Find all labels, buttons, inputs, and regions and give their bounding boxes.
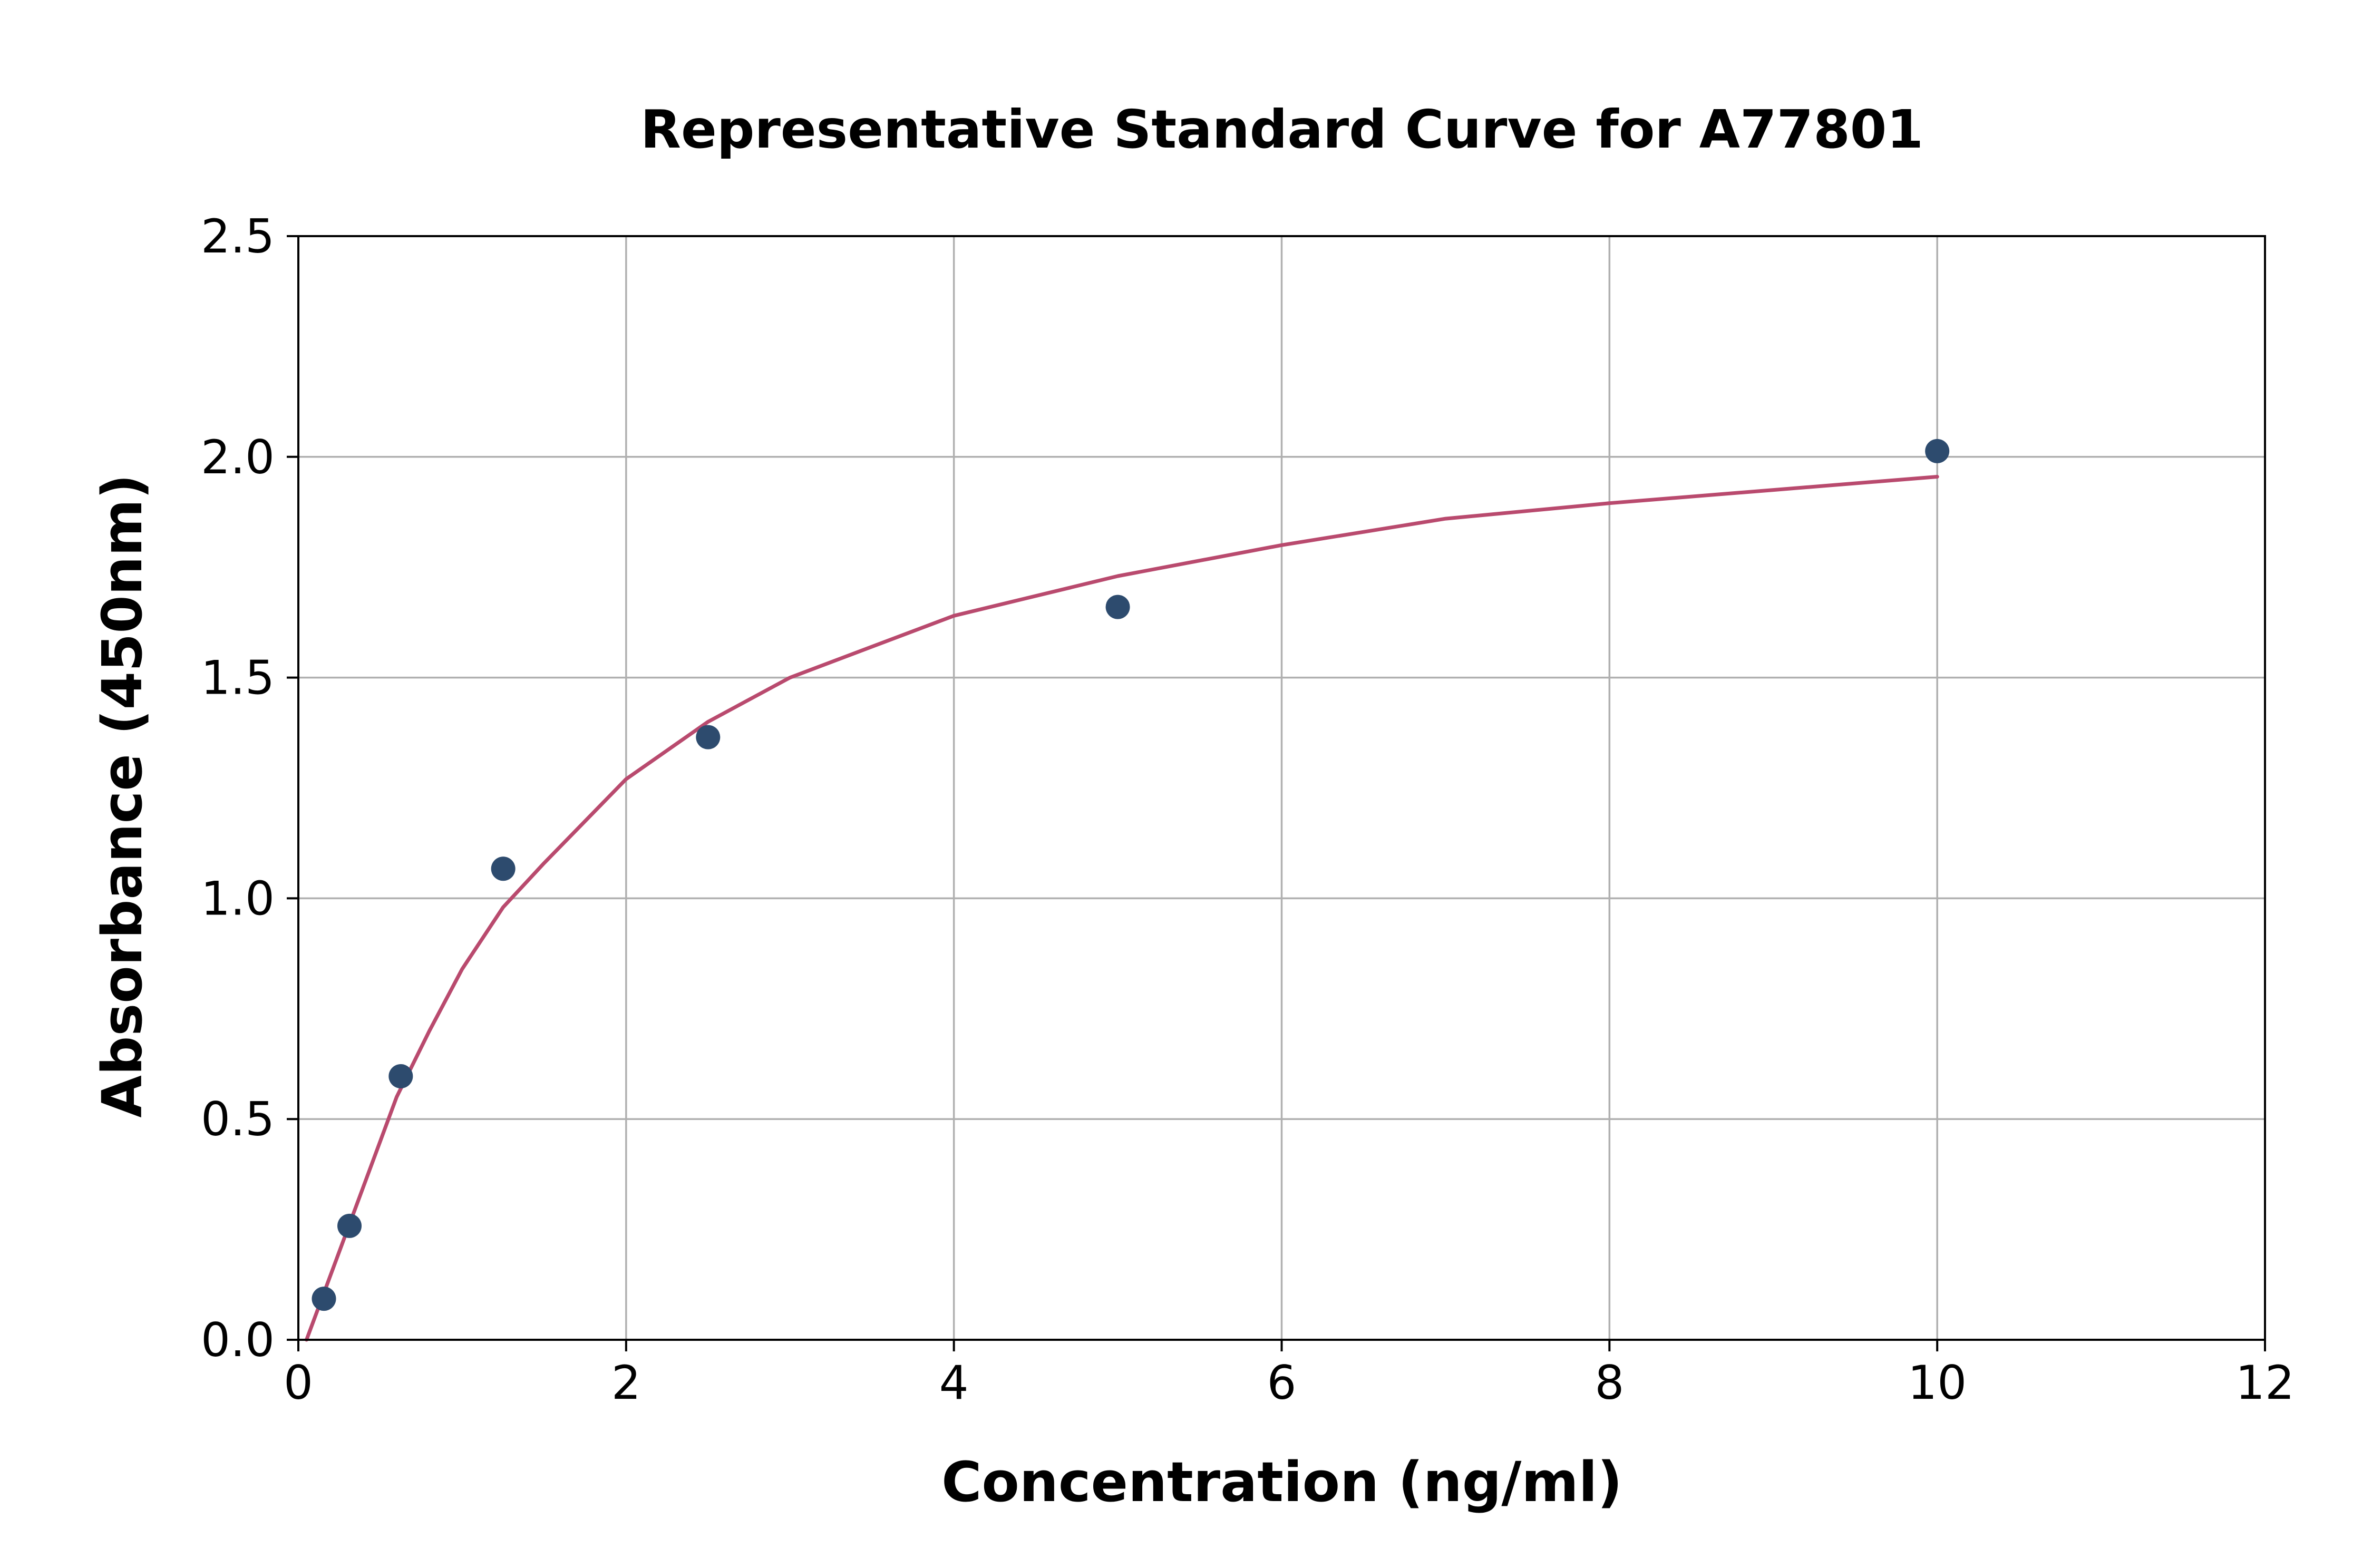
fit-curve-line [305,475,1939,1342]
y-tick-label: 0.0 [201,1313,275,1367]
data-point [312,1287,336,1311]
y-tick-label: 0.5 [201,1092,275,1146]
x-tick-label: 12 [2235,1356,2295,1410]
x-tick-label: 4 [939,1356,969,1410]
y-tick-label: 2.5 [201,209,275,264]
data-point [337,1213,362,1238]
y-axis-ticks: 0.0 0.5 1.0 1.5 2.0 2.5 [201,209,298,1367]
x-tick-label: 6 [1267,1356,1297,1410]
x-axis-label: Concentration (ng/ml) [941,1450,1622,1514]
fit-curve-layer [305,475,1939,1342]
data-point [491,856,516,881]
x-tick-label: 8 [1595,1356,1624,1410]
x-tick-label: 0 [284,1356,313,1410]
data-point [1105,595,1130,619]
data-point [388,1064,413,1088]
chart-title: Representative Standard Curve for A77801 [640,99,1923,160]
x-tick-label: 10 [1908,1356,1967,1410]
data-point [1925,439,1950,463]
y-axis-label: Absorbance (450nm) [90,474,154,1117]
data-point [696,725,721,749]
x-axis-ticks: 0 2 4 6 8 10 12 [284,1340,2295,1410]
y-tick-label: 2.0 [201,430,275,484]
data-points-layer [312,439,1950,1311]
x-tick-label: 2 [611,1356,641,1410]
y-tick-label: 1.0 [201,871,275,926]
y-tick-label: 1.5 [201,651,275,705]
